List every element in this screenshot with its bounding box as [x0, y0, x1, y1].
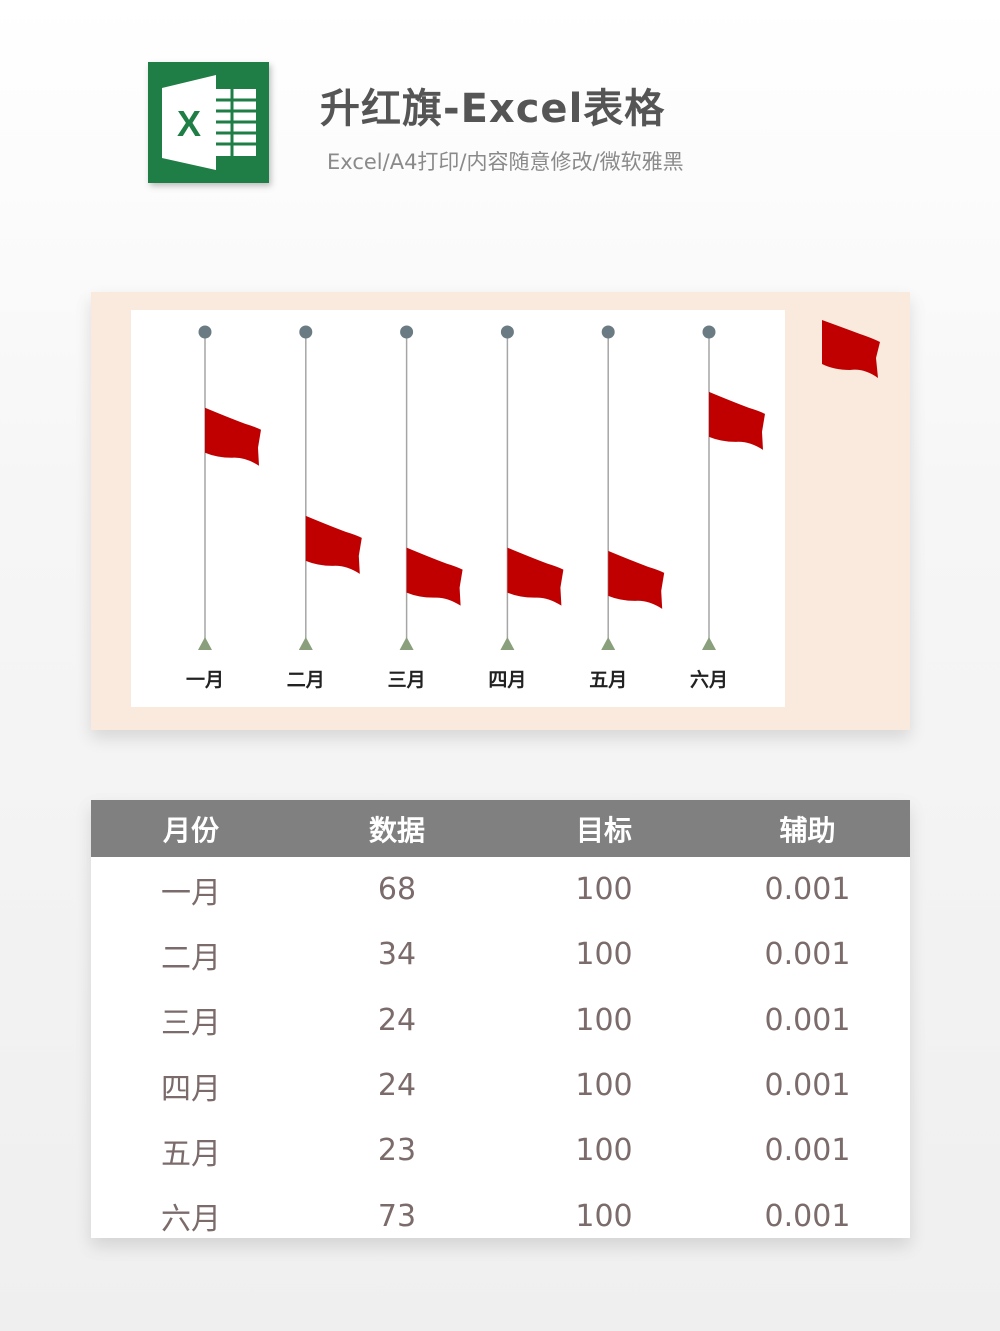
pole-base-marker [198, 637, 212, 650]
cell-target: 100 [575, 1068, 633, 1104]
table-row: 一月 68 100 0.001 [91, 857, 910, 922]
pole-base-marker [399, 637, 414, 650]
cell-month: 六月 [161, 1202, 221, 1238]
pole-top-marker [601, 325, 615, 339]
x-tick-label: 五月 [589, 669, 627, 691]
pole-top-marker [400, 325, 414, 339]
data-flag [406, 547, 463, 606]
cell-month: 五月 [161, 1136, 221, 1172]
header-month: 月份 [162, 813, 219, 847]
table-row: 五月 23 100 0.001 [91, 1118, 910, 1183]
cell-helper: 0.001 [764, 1133, 851, 1169]
table-row: 三月 24 100 0.001 [91, 988, 910, 1053]
pole-top-marker [299, 325, 313, 339]
cell-target: 100 [575, 1002, 633, 1038]
cell-target: 100 [575, 937, 633, 973]
table-row: 四月 24 100 0.001 [91, 1053, 910, 1118]
data-flag [507, 547, 564, 606]
chart-panel: 一月 二月 三月 四月 五月 六月 [91, 292, 910, 730]
pole-top-marker [702, 325, 716, 339]
cell-helper: 0.001 [764, 937, 851, 973]
cell-month: 四月 [161, 1071, 221, 1107]
cell-month: 三月 [161, 1006, 221, 1042]
cell-helper: 0.001 [764, 1002, 851, 1038]
cell-data: 34 [377, 937, 417, 973]
excel-logo-icon: X [148, 62, 269, 183]
pole-top-marker [198, 325, 212, 339]
data-flag [205, 407, 261, 466]
cell-target: 100 [575, 1133, 633, 1169]
cell-target: 100 [575, 872, 633, 908]
cell-data: 73 [377, 1198, 417, 1234]
page-title: 升红旗-Excel表格 [320, 86, 666, 132]
header-helper: 辅助 [779, 813, 836, 847]
table-row: 二月 34 100 0.001 [91, 922, 910, 987]
cell-helper: 0.001 [764, 1068, 851, 1104]
data-flag [608, 550, 665, 609]
x-tick-label: 三月 [388, 669, 426, 691]
plot-area: 一月 二月 三月 四月 五月 六月 [131, 310, 785, 707]
x-tick-label: 四月 [488, 669, 526, 691]
data-table-card: 月份 数据 目标 辅助 一月 68 100 0.001 二月 34 100 0.… [91, 800, 910, 1238]
x-tick-label: 二月 [287, 669, 325, 691]
cell-data: 68 [377, 872, 417, 908]
logo-letter: X [177, 103, 201, 144]
cell-month: 一月 [161, 875, 221, 911]
data-flag [709, 391, 765, 450]
pole-base-marker [702, 637, 716, 650]
page-subtitle: Excel/A4打印/内容随意修改/微软雅黑 [327, 150, 684, 174]
cell-helper: 0.001 [764, 872, 851, 908]
header-data: 数据 [368, 813, 425, 847]
table-row: 六月 73 100 0.001 [91, 1183, 910, 1238]
pole-base-marker [298, 637, 313, 650]
decorative-flag-icon [822, 320, 880, 378]
data-table: 月份 数据 目标 辅助 一月 68 100 0.001 二月 34 100 0.… [91, 800, 910, 1238]
cell-month: 二月 [161, 940, 221, 976]
flag-chart: 一月 二月 三月 四月 五月 六月 [186, 325, 765, 691]
x-tick-label: 六月 [690, 668, 728, 691]
data-flag [305, 515, 362, 574]
pole-base-marker [601, 637, 616, 650]
pole-base-marker [500, 637, 515, 650]
pole-top-marker [500, 325, 514, 339]
cell-helper: 0.001 [764, 1198, 851, 1234]
cell-data: 24 [377, 1068, 417, 1104]
cell-data: 24 [377, 1002, 417, 1038]
x-tick-label: 一月 [186, 669, 224, 691]
cell-data: 23 [377, 1133, 417, 1169]
cell-target: 100 [575, 1198, 633, 1234]
header-target: 目标 [575, 813, 632, 847]
table-header-row: 月份 数据 目标 辅助 [91, 800, 910, 857]
